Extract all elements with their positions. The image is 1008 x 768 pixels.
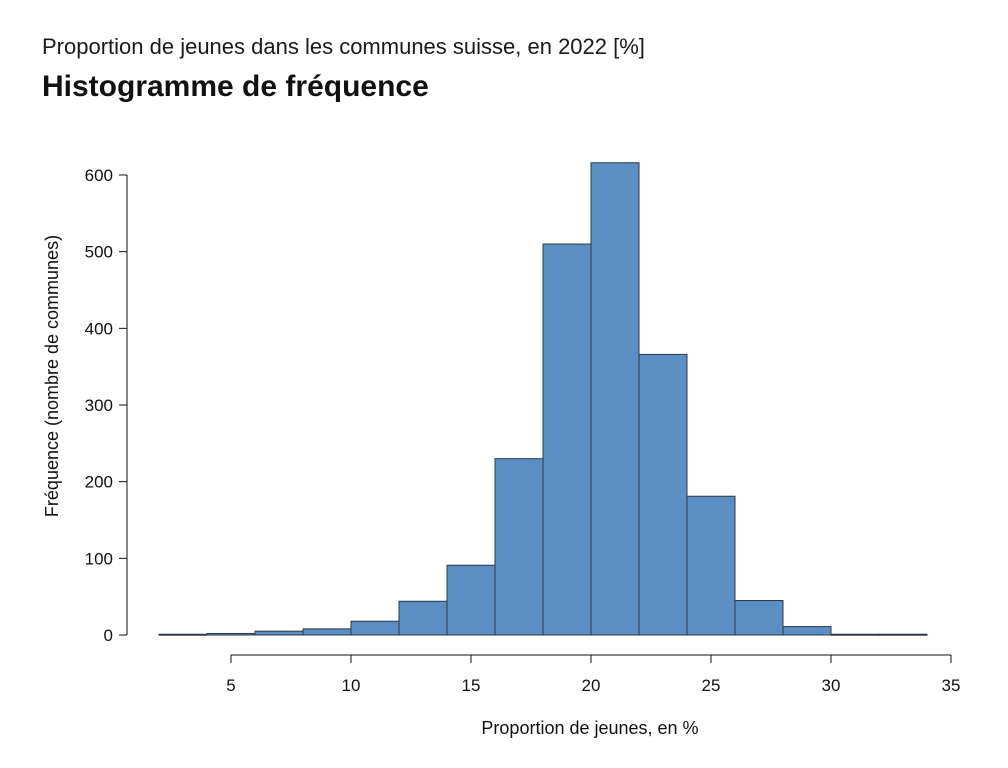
histogram-bar [254,630,304,636]
x-tick-label: 5 [226,676,235,695]
x-tick-label: 20 [582,676,601,695]
y-axis: 0 100 200 300 400 500 600 [85,166,128,645]
histogram-bar [878,633,928,636]
y-tick-label: 300 [85,396,113,415]
x-axis: 5 10 15 20 25 30 35 [226,654,961,695]
histogram-bar [350,620,400,636]
histogram-bar [494,458,544,636]
histogram-bar [206,632,256,636]
x-axis-title: Proportion de jeunes, en % [481,718,698,738]
y-tick-label: 500 [85,243,113,262]
histogram-bars [158,162,928,636]
x-tick-label: 10 [342,676,361,695]
chart-title: Histogramme de fréquence [42,70,429,103]
x-tick-label: 15 [462,676,481,695]
chart-subtitle: Proportion de jeunes dans les communes s… [42,34,645,59]
histogram-bar [830,633,880,636]
histogram-bar [734,600,784,636]
histogram-bar [542,243,592,636]
histogram-bar [398,600,448,636]
y-tick-label: 200 [85,473,113,492]
x-tick-label: 25 [702,676,721,695]
y-tick-label: 100 [85,549,113,568]
y-tick-label: 400 [85,319,113,338]
y-tick-label: 600 [85,166,113,185]
histogram-bar [782,626,832,636]
histogram-bar [302,628,352,636]
x-tick-label: 35 [942,676,961,695]
histogram-bar [590,162,640,636]
y-axis-title: Fréquence (nombre de communes) [42,235,62,517]
histogram-bar [446,564,496,636]
histogram-bar [686,495,736,636]
histogram-bar [638,353,688,636]
histogram-bar [158,633,208,636]
x-tick-label: 30 [822,676,841,695]
y-tick-label: 0 [104,626,113,645]
